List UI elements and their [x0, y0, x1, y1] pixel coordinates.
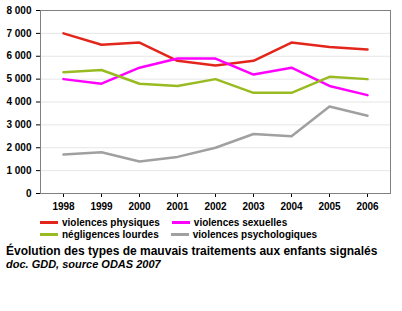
svg-text:2002: 2002 — [204, 201, 227, 212]
svg-text:8 000: 8 000 — [6, 5, 31, 16]
svg-text:1 000: 1 000 — [6, 165, 31, 176]
svg-text:2 000: 2 000 — [6, 142, 31, 153]
svg-text:2003: 2003 — [242, 201, 265, 212]
svg-text:3 000: 3 000 — [6, 119, 31, 130]
svg-text:2004: 2004 — [280, 201, 303, 212]
html-text:violences psychologiques: violences psychologiques — [192, 229, 318, 240]
svg-text:7 000: 7 000 — [6, 28, 31, 39]
html-text:Évolution des types de mauvais: Évolution des types de mauvais traitemen… — [6, 244, 378, 258]
html-text:négligences lourdes: négligences lourdes — [62, 229, 159, 240]
svg-text:2005: 2005 — [318, 201, 341, 212]
html-text:violences sexuelles: violences sexuelles — [193, 217, 288, 228]
svg-text:1998: 1998 — [52, 201, 75, 212]
svg-text:2006: 2006 — [356, 201, 379, 212]
svg-text:4 000: 4 000 — [6, 96, 31, 107]
html-text:violences physiques: violences physiques — [62, 217, 160, 228]
svg-text:2001: 2001 — [166, 201, 189, 212]
svg-text:5 000: 5 000 — [6, 73, 31, 84]
html-text:doc. GDD, source ODAS 2007: doc. GDD, source ODAS 2007 — [6, 258, 161, 270]
svg-text:0: 0 — [26, 188, 32, 199]
svg-text:6 000: 6 000 — [6, 50, 31, 61]
svg-text:2000: 2000 — [128, 201, 151, 212]
svg-text:1999: 1999 — [90, 201, 113, 212]
